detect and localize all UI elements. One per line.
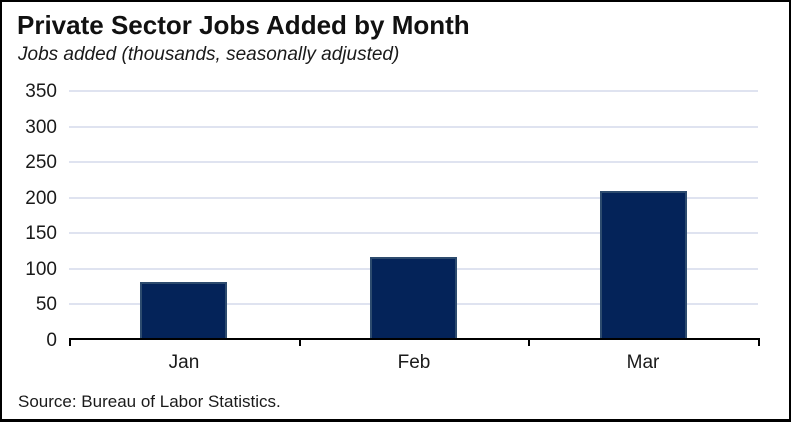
y-tick-label: 200: [25, 187, 57, 209]
bar-mar: [600, 191, 687, 340]
gridline-250: [69, 161, 758, 164]
y-tick-label: 300: [25, 116, 57, 138]
bar-feb: [370, 257, 457, 340]
gridline-150: [69, 232, 758, 235]
y-tick-label: 350: [25, 81, 57, 102]
x-tick-label-mar: Mar: [626, 352, 660, 373]
x-axis-tick: [528, 338, 530, 346]
y-tick-label: 250: [25, 152, 57, 174]
y-tick-label: 0: [46, 330, 57, 351]
plot-area: 0 50 100 150 200 250 300 350 Jan Feb Mar: [2, 2, 789, 419]
y-tick-label: 100: [25, 258, 57, 280]
x-axis-tick: [299, 338, 301, 346]
gridline-350: [69, 90, 758, 92]
gridline-200: [69, 196, 758, 199]
chart-title: Private Sector Jobs Added by Month: [17, 10, 470, 40]
x-axis-tick: [758, 338, 760, 346]
bar-jan: [140, 282, 227, 340]
y-tick-label: 50: [35, 294, 57, 316]
gridline-300: [69, 125, 758, 128]
x-axis-tick: [69, 338, 71, 346]
x-tick-label-feb: Feb: [397, 352, 431, 373]
source-note: Source: Bureau of Labor Statistics.: [18, 392, 281, 411]
x-axis-line: [69, 338, 760, 340]
chart-subtitle: Jobs added (thousands, seasonally adjust…: [18, 44, 400, 65]
x-tick-label-jan: Jan: [168, 352, 200, 373]
y-tick-label: 150: [25, 223, 57, 245]
